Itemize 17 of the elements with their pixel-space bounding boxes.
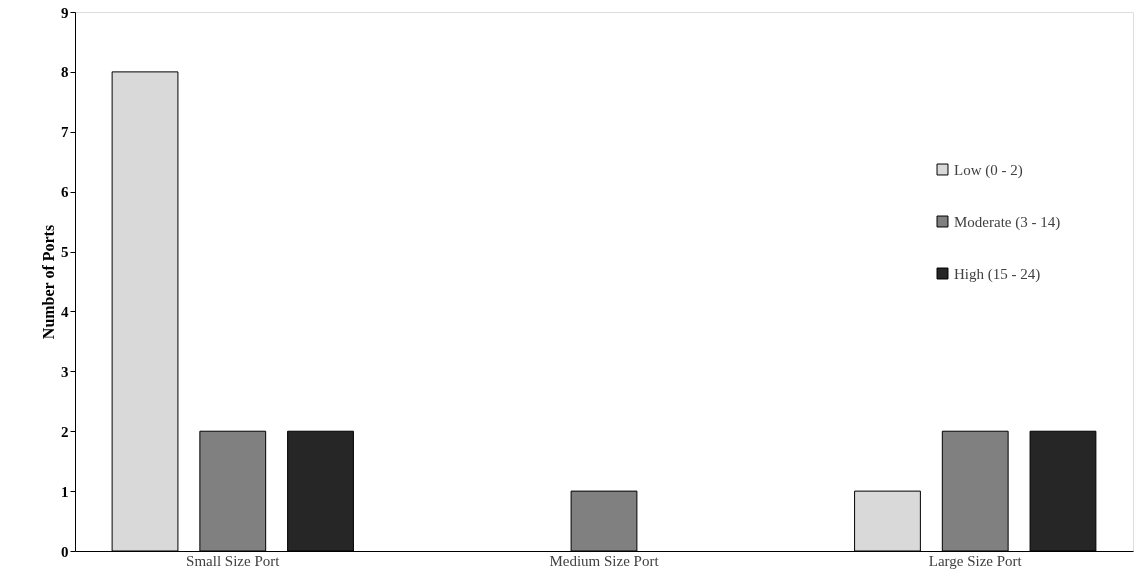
y-tick-label: 7 [61, 124, 69, 141]
legend-label: Low (0 - 2) [954, 161, 1023, 179]
y-tick-label: 1 [61, 483, 69, 500]
y-tick-label: 2 [61, 423, 69, 440]
y-tick-label: 5 [61, 244, 69, 261]
x-tick-label: Large Size Port [928, 552, 1023, 569]
legend-label: High (15 - 24) [954, 265, 1041, 283]
y-tick-label: 9 [61, 4, 69, 21]
y-tick-label: 6 [61, 184, 69, 201]
y-axis-title: Number of Ports [40, 224, 57, 340]
y-tick-label: 4 [61, 303, 69, 320]
x-tick-label: Medium Size Port [549, 552, 660, 569]
y-tick-label: 3 [61, 363, 69, 380]
y-tick-label: 8 [61, 64, 69, 81]
y-tick-label: 0 [61, 543, 69, 560]
legend-label: Moderate (3 - 14) [954, 213, 1061, 231]
x-tick-label: Small Size Port [186, 552, 281, 569]
